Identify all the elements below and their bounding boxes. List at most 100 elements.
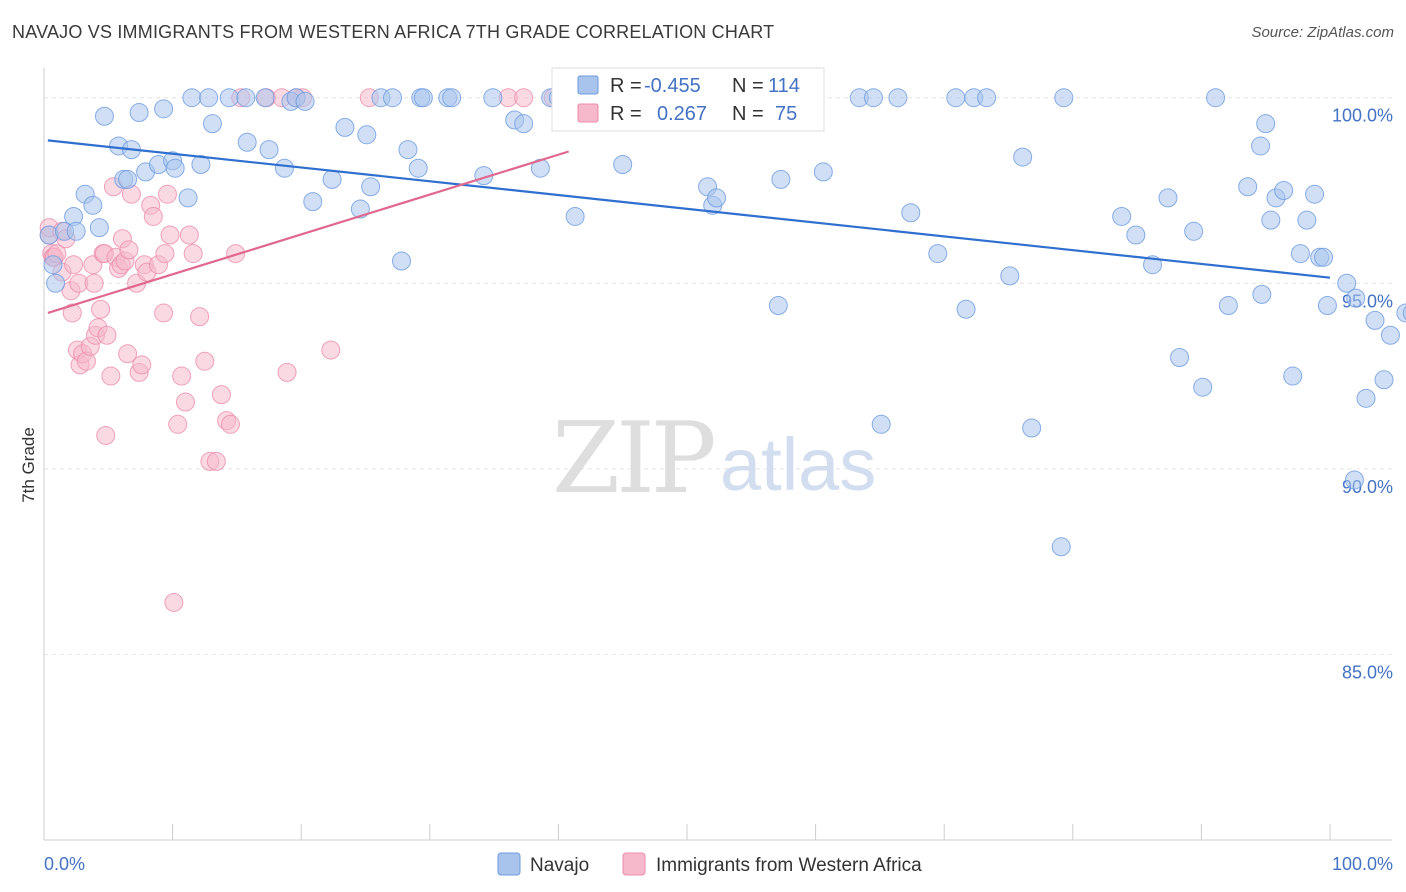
navajo-point bbox=[255, 88, 275, 108]
immigrants-point bbox=[160, 225, 180, 245]
immigrants-point bbox=[64, 255, 84, 275]
navajo-point bbox=[1374, 370, 1394, 390]
navajo-point bbox=[871, 414, 891, 434]
navajo-point bbox=[237, 132, 257, 152]
navajo-point bbox=[335, 117, 355, 137]
navajo-point bbox=[94, 106, 114, 126]
legend-swatch-immigrants bbox=[577, 103, 599, 123]
immigrants-point bbox=[211, 385, 231, 405]
navajo-point bbox=[1238, 177, 1258, 197]
immigrants-point bbox=[206, 451, 226, 471]
navajo-point bbox=[259, 140, 279, 160]
immigrants-point bbox=[190, 307, 210, 327]
navajo-point bbox=[1051, 537, 1071, 557]
immigrants-point bbox=[155, 244, 175, 264]
navajo-point bbox=[392, 251, 412, 271]
navajo-point bbox=[1356, 388, 1376, 408]
immigrants-point bbox=[97, 325, 117, 345]
navajo-point bbox=[154, 99, 174, 119]
grid bbox=[44, 97, 1392, 655]
legend-r-label-immigrants: R = bbox=[610, 103, 642, 125]
navajo-point bbox=[863, 88, 883, 108]
immigrants-point bbox=[226, 244, 246, 264]
navajo-point bbox=[1402, 305, 1406, 321]
navajo-point bbox=[361, 177, 381, 197]
navajo-point bbox=[1218, 296, 1238, 316]
immigrants-point bbox=[172, 366, 192, 386]
navajo-point bbox=[350, 199, 370, 219]
navajo-point bbox=[1380, 325, 1400, 345]
immigrants-point bbox=[168, 414, 188, 434]
navajo-point bbox=[398, 140, 418, 160]
y-axis-label: 7th Grade bbox=[19, 427, 38, 503]
immigrants-point bbox=[96, 425, 116, 445]
navajo-point bbox=[129, 103, 149, 123]
navajo-point bbox=[182, 88, 202, 108]
navajo-point bbox=[977, 88, 997, 108]
navajo-point bbox=[1158, 188, 1178, 208]
navajo-point bbox=[928, 244, 948, 264]
navajo-point bbox=[408, 158, 428, 178]
navajo-point bbox=[1184, 221, 1204, 241]
navajo-point bbox=[1290, 244, 1310, 264]
navajo-point bbox=[707, 188, 727, 208]
immigrants-point bbox=[154, 303, 174, 323]
immigrants-point bbox=[101, 366, 121, 386]
navajo-point bbox=[1170, 348, 1190, 367]
navajo-point bbox=[383, 88, 403, 108]
navajo-point bbox=[514, 114, 534, 134]
navajo-point bbox=[901, 203, 921, 223]
navajo-point bbox=[1193, 377, 1213, 397]
legend-r-value-immigrants: 0.267 bbox=[657, 103, 707, 125]
navajo-point bbox=[1283, 366, 1303, 386]
navajo-point bbox=[956, 299, 976, 319]
immigrants-point bbox=[277, 362, 297, 382]
immigrants-point bbox=[118, 344, 138, 364]
immigrants-point bbox=[84, 273, 104, 293]
navajo-point bbox=[483, 88, 503, 108]
navajo-point bbox=[413, 88, 433, 108]
series-swatch-navajo bbox=[497, 852, 521, 876]
legend-n-value-immigrants: 75 bbox=[775, 103, 797, 125]
immigrants-point bbox=[183, 244, 203, 264]
navajo-point bbox=[1346, 288, 1366, 308]
navajo-point bbox=[1013, 147, 1033, 167]
y-tick-label: 85.0% bbox=[1342, 662, 1393, 682]
chart-title: NAVAJO VS IMMIGRANTS FROM WESTERN AFRICA… bbox=[12, 22, 775, 42]
navajo-point bbox=[1344, 470, 1364, 490]
immigrants-point bbox=[132, 355, 152, 375]
watermark-zip: ZIP bbox=[552, 402, 714, 516]
legend-r-label-navajo: R = bbox=[610, 75, 642, 97]
navajo-point bbox=[1022, 418, 1042, 438]
navajo-point bbox=[1000, 266, 1020, 286]
navajo-point bbox=[46, 273, 66, 293]
navajo-point bbox=[1054, 88, 1074, 108]
immigrants-point bbox=[91, 299, 111, 319]
navajo-point bbox=[1365, 310, 1385, 330]
y-tick-label: 100.0% bbox=[1332, 106, 1393, 126]
legend-n-label-immigrants: N = bbox=[732, 103, 764, 125]
immigrants-point bbox=[62, 303, 82, 323]
correlation-legend: R = -0.455 N = 114 R = 0.267 N = 75 bbox=[551, 67, 825, 132]
navajo-point bbox=[1251, 136, 1271, 156]
navajo-point bbox=[357, 125, 377, 145]
source-label: Source: ZipAtlas.com bbox=[1251, 24, 1394, 41]
navajo-point bbox=[118, 169, 138, 189]
navajo-point bbox=[946, 88, 966, 108]
legend-n-label-navajo: N = bbox=[732, 75, 764, 97]
navajo-point bbox=[768, 296, 788, 316]
data-points bbox=[39, 88, 1406, 612]
navajo-point bbox=[322, 169, 342, 189]
watermark-atlas: atlas bbox=[720, 423, 876, 506]
navajo-point bbox=[303, 192, 323, 212]
immigrants-point bbox=[220, 414, 240, 434]
navajo-point bbox=[1256, 114, 1276, 134]
navajo-point bbox=[613, 155, 633, 174]
legend-n-value-navajo: 114 bbox=[768, 75, 800, 97]
navajo-point bbox=[1317, 296, 1337, 316]
navajo-trend-line bbox=[47, 139, 1331, 279]
trend-lines bbox=[47, 139, 1331, 315]
navajo-point bbox=[295, 91, 315, 111]
series-label-navajo: Navajo bbox=[530, 855, 589, 876]
